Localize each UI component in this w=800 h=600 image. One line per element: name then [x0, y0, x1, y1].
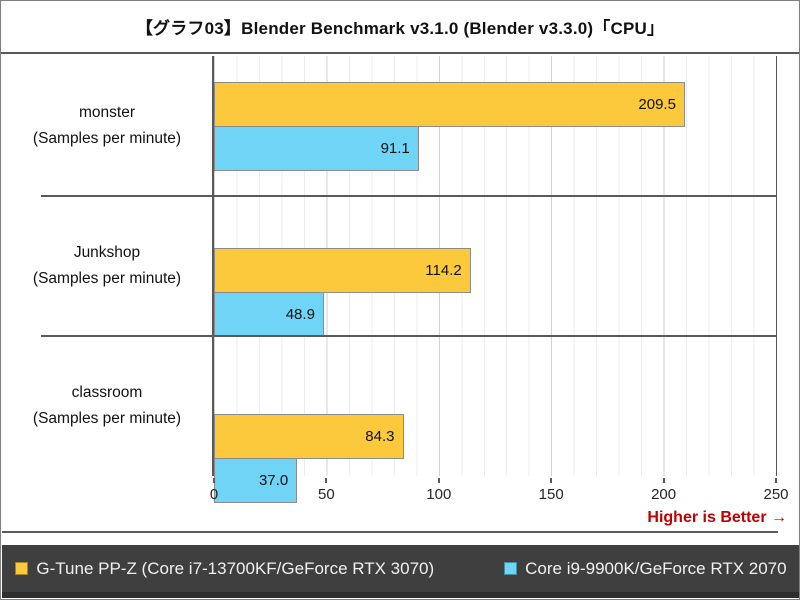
category-unit: (Samples per minute): [32, 270, 182, 287]
bar-series-1: 114.2: [214, 248, 471, 293]
x-axis-tick-label: 50: [318, 486, 335, 503]
x-axis-tick-label: 100: [426, 486, 452, 503]
legend-swatch-icon: [504, 562, 518, 575]
category-separator-line: [41, 195, 777, 197]
chart-title: 【グラフ03】Blender Benchmark v3.1.0 (Blender…: [1, 1, 799, 54]
x-axis-tick-label: 0: [209, 486, 219, 503]
legend: G-Tune PP-Z (Core i7-13700KF/GeForce RTX…: [2, 545, 799, 598]
x-axis-tick: [437, 478, 440, 483]
bar-value-label: 84.3: [365, 428, 395, 445]
legend-swatch-icon: [15, 562, 29, 575]
legend-series-name: G-Tune PP-Z (Core i7-13700KF/GeForce RTX…: [36, 558, 435, 578]
plot-area: 209.5 91.1 114.2 48.9 84.3 37.0: [212, 56, 777, 503]
x-axis-tick-label: 150: [538, 486, 564, 503]
higher-is-better-note: Higher is Better →: [647, 509, 787, 526]
bar-series-2: 91.1: [214, 126, 419, 171]
category-axis-labels: monster (Samples per minute) Junkshop (Samp…: [2, 56, 212, 476]
x-axis-tick: [550, 478, 553, 483]
category-unit: (Samples per minute): [32, 410, 182, 427]
category-name: monster: [79, 104, 135, 121]
category-name: Junkshop: [73, 244, 141, 261]
category-name: classroom: [71, 384, 143, 401]
bar-series-2: 48.9: [214, 292, 324, 337]
bar-value-label: 48.9: [285, 306, 315, 323]
x-axis-ticks: 0 50 100 150 200 250: [210, 478, 789, 506]
category-unit: (Samples per minute): [32, 130, 182, 147]
bar-series-1: 209.5: [214, 82, 685, 127]
bar-value-label: 209.5: [638, 96, 676, 113]
x-axis-line: [2, 531, 778, 533]
x-axis-tick: [325, 478, 328, 483]
legend-item: G-Tune PP-Z (Core i7-13700KF/GeForce RTX…: [15, 559, 434, 579]
category-separator-line: [41, 335, 777, 337]
category-label-classroom: classroom (Samples per minute): [2, 336, 212, 476]
x-axis-tick-label: 200: [651, 486, 677, 503]
x-axis-tick-label: 250: [763, 486, 789, 503]
x-axis-tick: [213, 478, 215, 483]
bar-group-monster: 209.5 91.1: [214, 82, 776, 222]
bar-value-label: 114.2: [425, 262, 462, 279]
bar-series-1: 84.3: [214, 414, 404, 459]
bar-group-Junkshop: 114.2 48.9: [214, 248, 776, 388]
category-label-monster: monster (Samples per minute): [2, 56, 212, 196]
bar-group-classroom: 84.3 37.0: [214, 414, 776, 554]
legend-series-name: Core i9-9900K/GeForce RTX 2070: [525, 558, 787, 578]
x-axis-tick: [775, 478, 777, 483]
category-label-Junkshop: Junkshop (Samples per minute): [2, 196, 212, 336]
plot-region: monster (Samples per minute) Junkshop (Samp…: [1, 56, 799, 533]
x-axis-tick: [662, 478, 665, 483]
bar-value-label: 91.1: [380, 140, 410, 157]
bar-value-label: 37.0: [258, 472, 289, 489]
legend-item: Core i9-9900K/GeForce RTX 2070: [504, 558, 787, 579]
